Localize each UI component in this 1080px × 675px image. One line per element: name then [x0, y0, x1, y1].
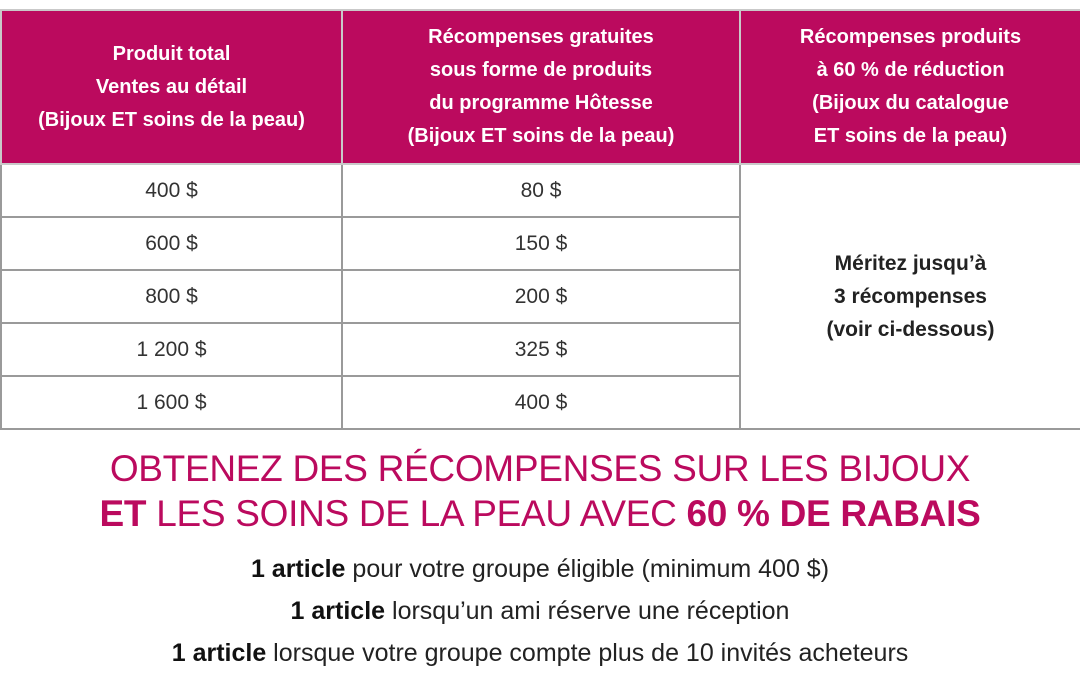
header-line: Récompenses produits	[799, 26, 1022, 48]
table-row: 1 200 $ 325 $	[0, 322, 1080, 377]
header-line: (Bijoux ET soins de la peau)	[407, 125, 675, 147]
list-item: 1 article pour votre groupe éligible (mi…	[0, 548, 1080, 590]
sales-cell: 1 200 $	[0, 322, 343, 377]
header-line: sous forme de produits	[429, 59, 653, 81]
header-line: Produit total	[112, 42, 231, 65]
item-text: pour votre groupe éligible (minimum 400 …	[345, 555, 830, 583]
list-item: 1 article lorsqu’un ami réserve une réce…	[0, 590, 1080, 632]
item-count: 1 article	[171, 639, 267, 667]
reward-cell: 80 $	[341, 163, 741, 218]
list-item: 1 article lorsque votre groupe compte pl…	[0, 632, 1080, 674]
sales-cell: 800 $	[0, 269, 343, 324]
reward-items-list: 1 article pour votre groupe éligible (mi…	[0, 548, 1080, 674]
item-count: 1 article	[250, 555, 346, 583]
merged-line: (voir ci-dessous)	[826, 318, 995, 341]
table-header-row: Produit total Ventes au détail (Bijoux E…	[0, 9, 1080, 165]
table-row: 1 600 $ 400 $	[0, 375, 1080, 430]
header-line: ET soins de la peau)	[813, 125, 1008, 147]
header-line: à 60 % de réduction	[816, 59, 1005, 81]
sales-cell: 400 $	[0, 163, 343, 218]
reward-cell: 200 $	[341, 269, 741, 324]
item-count: 1 article	[290, 597, 386, 625]
header-total-sales: Produit total Ventes au détail (Bijoux E…	[0, 9, 343, 165]
item-text: lorsqu’un ami réserve une réception	[385, 597, 790, 625]
sales-cell: 600 $	[0, 216, 343, 271]
table-row: 400 $ 80 $ Méritez jusqu’à 3 récompenses…	[0, 163, 1080, 430]
merged-line: 3 récompenses	[834, 285, 987, 308]
merged-line: Méritez jusqu’à	[834, 252, 987, 275]
headline-line-1: OBTENEZ DES RÉCOMPENSES SUR LES BIJOUX	[109, 448, 971, 489]
header-free-rewards: Récompenses gratuites sous forme de prod…	[341, 9, 741, 165]
header-discount-rewards: Récompenses produits à 60 % de réduction…	[739, 9, 1080, 165]
reward-cell: 150 $	[341, 216, 741, 271]
headline-bold-discount: 60 % DE RABAIS	[686, 493, 981, 534]
headline-middle: LES SOINS DE LA PEAU AVEC	[146, 493, 687, 534]
headline: OBTENEZ DES RÉCOMPENSES SUR LES BIJOUX E…	[0, 446, 1080, 536]
header-line: Ventes au détail	[95, 75, 248, 98]
headline-bold-et: ET	[99, 493, 147, 534]
item-text: lorsque votre groupe compte plus de 10 i…	[266, 639, 909, 667]
table-row: 600 $ 150 $	[0, 216, 1080, 271]
sales-cell: 1 600 $	[0, 375, 343, 430]
merged-rewards-cell: Méritez jusqu’à 3 récompenses (voir ci-d…	[739, 163, 1080, 430]
header-line: du programme Hôtesse	[429, 92, 653, 114]
reward-cell: 400 $	[341, 375, 741, 430]
headline-line-2: ET LES SOINS DE LA PEAU AVEC 60 % DE RAB…	[0, 491, 1080, 536]
reward-cell: 325 $	[341, 322, 741, 377]
rewards-table: Produit total Ventes au détail (Bijoux E…	[0, 9, 1080, 430]
header-line: Récompenses gratuites	[428, 26, 654, 48]
table-row: 800 $ 200 $	[0, 269, 1080, 324]
header-line: (Bijoux du catalogue	[812, 92, 1009, 114]
header-line: (Bijoux ET soins de la peau)	[38, 108, 305, 131]
